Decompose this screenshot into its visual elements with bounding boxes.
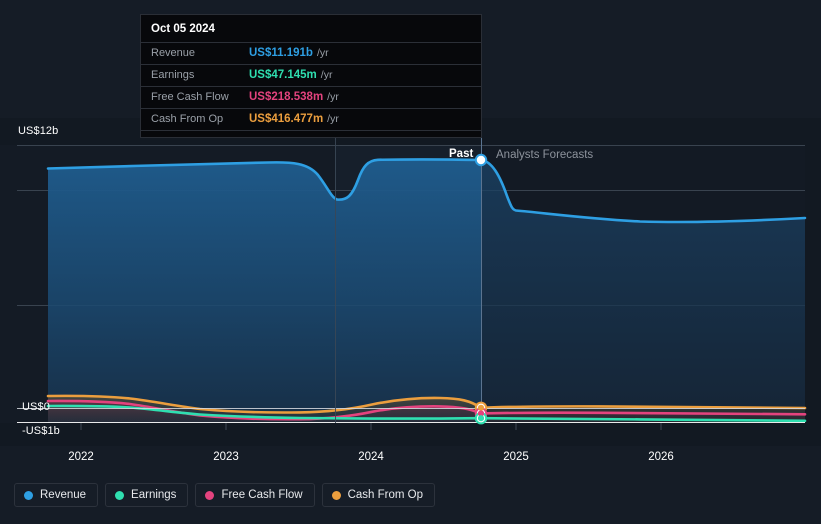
legend-label-earnings: Earnings (131, 489, 177, 501)
legend-item-revenue[interactable]: Revenue (14, 483, 99, 507)
tooltip-row-revenue: Revenue US$11.191b /yr (141, 42, 481, 64)
legend-dot-revenue-icon (24, 490, 33, 500)
x-axis-label-2025: 2025 (503, 451, 529, 463)
x-axis-label-2023: 2023 (213, 451, 239, 463)
forecast-label: Analysts Forecasts (496, 149, 594, 161)
chart-surface[interactable]: US$12b US$0 -US$1b 2022 2023 2024 2025 2… (0, 0, 821, 463)
chart-x-ticks (80, 423, 662, 430)
hover-markers (474, 153, 488, 425)
tooltip-unit-revenue: /yr (316, 47, 329, 59)
y-axis-label-zero: US$0 (22, 401, 50, 413)
legend-item-cash-from-op[interactable]: Cash From Op (321, 483, 436, 507)
chart-plot-svg (17, 118, 807, 430)
tooltip-value-cash-from-op: US$416.477m (249, 113, 324, 125)
x-axis-label-2026: 2026 (648, 451, 674, 463)
tooltip-row-free-cash-flow: Free Cash Flow US$218.538m /yr (141, 86, 481, 108)
legend-label-free-cash-flow: Free Cash Flow (221, 489, 303, 501)
tooltip-label-earnings: Earnings (151, 69, 195, 81)
tooltip-row-earnings: Earnings US$47.145m /yr (141, 64, 481, 86)
legend-item-earnings[interactable]: Earnings (105, 483, 189, 507)
legend-dot-earnings-icon (115, 490, 125, 500)
tooltip-row-cash-from-op: Cash From Op US$416.477m /yr (141, 108, 481, 130)
series-revenue (46, 158, 807, 423)
tooltip-unit-cash-from-op: /yr (327, 113, 339, 125)
legend-label-revenue: Revenue (40, 489, 87, 501)
tooltip-value-revenue: US$11.191b (249, 47, 313, 59)
tooltip-label-cash-from-op: Cash From Op (151, 113, 224, 125)
tooltip-unit-free-cash-flow: /yr (327, 91, 339, 103)
legend-item-free-cash-flow[interactable]: Free Cash Flow (195, 483, 315, 507)
chart-tooltip: Oct 05 2024 Revenue US$11.191b /yr Earni… (140, 14, 482, 138)
legend-dot-cash-from-op-icon (331, 490, 341, 500)
chart-legend: Revenue Earnings Free Cash Flow Cash Fro… (14, 483, 436, 507)
past-label: Past (449, 148, 474, 160)
tooltip-value-earnings: US$47.145m (249, 69, 317, 81)
tooltip-label-revenue: Revenue (151, 47, 196, 59)
x-axis-label-2022: 2022 (68, 451, 94, 463)
x-axis-label-2024: 2024 (358, 451, 384, 463)
legend-dot-free-cash-flow-icon (205, 490, 215, 500)
tooltip-date: Oct 05 2024 (151, 23, 215, 35)
y-axis-label-neg: -US$1b (22, 425, 60, 437)
tooltip-value-free-cash-flow: US$218.538m (249, 91, 324, 103)
y-axis-label-top: US$12b (18, 125, 59, 137)
legend-label-cash-from-op: Cash From Op (347, 489, 424, 501)
tooltip-footer-divider (141, 130, 481, 137)
tooltip-label-free-cash-flow: Free Cash Flow (151, 91, 229, 103)
tooltip-unit-earnings: /yr (320, 69, 333, 81)
